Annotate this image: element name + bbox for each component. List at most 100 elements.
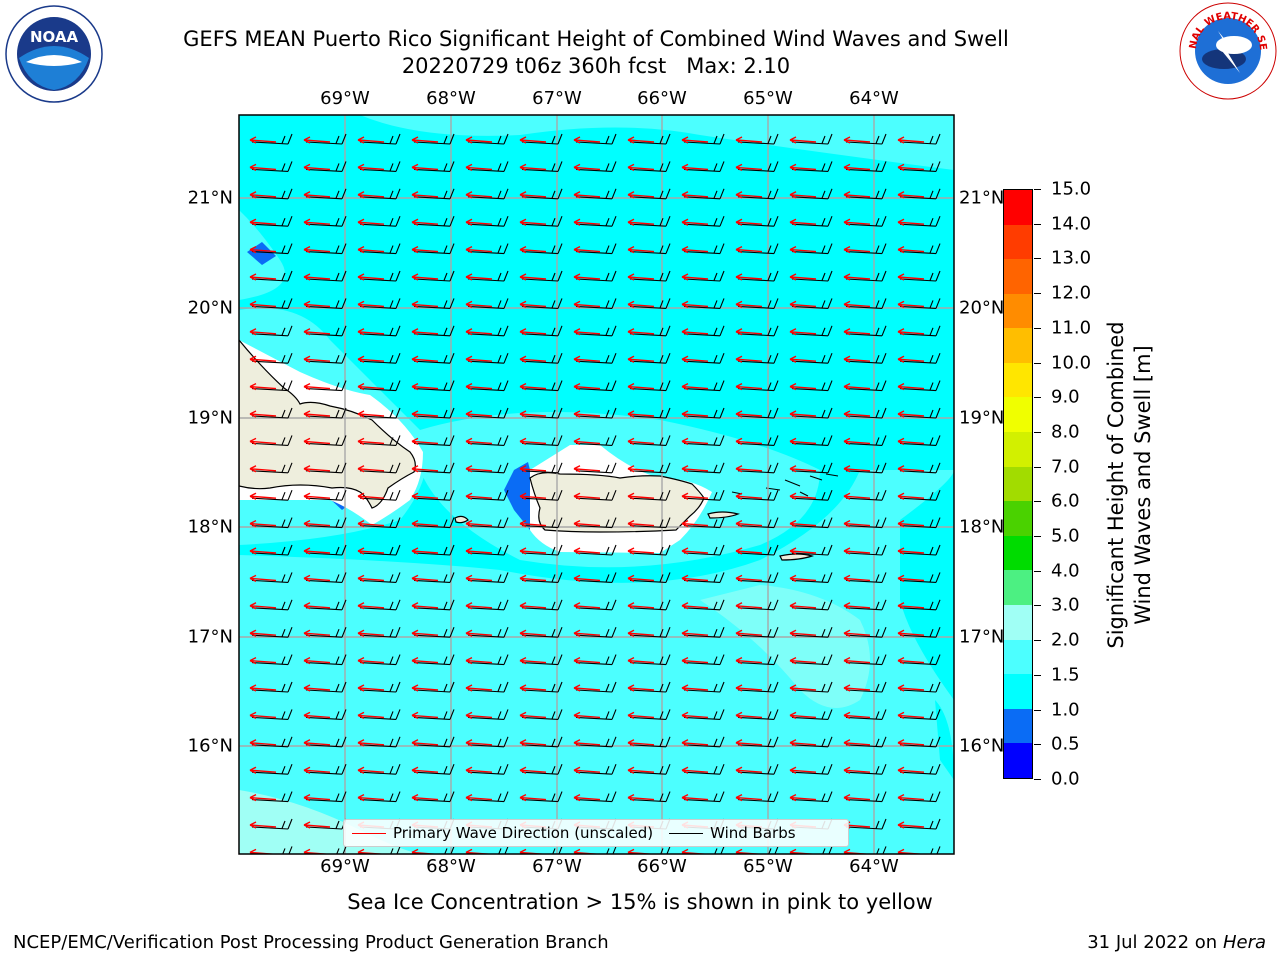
- colorbar-tick: [1034, 570, 1041, 572]
- wind-barb: [573, 161, 617, 172]
- wind-barb: [357, 572, 401, 583]
- wind-barb: [357, 763, 401, 775]
- wind-barb: [627, 325, 671, 337]
- wind-barb: [735, 654, 779, 666]
- wind-barb: [897, 407, 941, 419]
- wind-barb: [519, 791, 563, 803]
- wind-barb: [789, 709, 833, 720]
- wind-barbs-layer: [249, 133, 941, 854]
- title-line-2: 20220729 t06z 360h fcst Max: 2.10: [401, 54, 791, 78]
- wind-barb: [411, 407, 455, 419]
- wind-barb: [681, 188, 725, 200]
- wind-barb: [681, 243, 725, 255]
- wind-barb: [843, 654, 887, 666]
- wind-barb: [681, 270, 725, 282]
- wind-barb: [465, 352, 509, 364]
- wind-barb: [573, 325, 617, 337]
- wind-barb: [789, 462, 833, 474]
- wind-barb: [573, 298, 617, 309]
- wind-barb: [573, 270, 617, 282]
- wind-barb: [735, 133, 779, 145]
- wind-barb: [411, 352, 455, 364]
- colorbar-tick-label: 2.0: [1051, 629, 1080, 651]
- colorbar-tick: [1034, 431, 1041, 433]
- wind-barb: [465, 791, 509, 803]
- wind-barb: [573, 763, 617, 775]
- wind-barb: [303, 572, 347, 583]
- wind-barb: [519, 215, 563, 227]
- wind-barb: [519, 544, 563, 556]
- wind-barb: [735, 298, 779, 309]
- wind-barb: [897, 325, 941, 337]
- lon-label-bottom: 65°W: [743, 856, 793, 877]
- wind-barb: [411, 462, 455, 474]
- wind-barb: [303, 133, 347, 145]
- colorbar-tick-label: 0.5: [1051, 733, 1080, 755]
- wind-barb: [843, 407, 887, 419]
- wind-barb: [411, 270, 455, 282]
- wind-barb: [681, 599, 725, 611]
- wind-barb: [249, 626, 293, 638]
- wind-barb: [519, 407, 563, 419]
- wind-barb: [249, 681, 293, 693]
- wind-barb: [411, 243, 455, 255]
- wind-barb: [465, 599, 509, 611]
- wind-barb: [357, 517, 401, 529]
- wind-barb: [465, 736, 509, 748]
- wind-barb: [735, 161, 779, 172]
- wind-barb: [897, 599, 941, 611]
- wind-barb: [411, 572, 455, 583]
- wind-barb: [897, 215, 941, 227]
- legend-wind-barbs: Wind Barbs: [661, 824, 796, 842]
- wind-barb: [411, 763, 455, 775]
- wind-barb: [627, 709, 671, 720]
- lat-label-right: 16°N: [959, 735, 1005, 757]
- wind-barb: [249, 380, 293, 392]
- wind-barb: [465, 325, 509, 337]
- colorbar-tick: [1034, 397, 1041, 399]
- wind-barb: [519, 188, 563, 200]
- wind-barb: [897, 681, 941, 693]
- colorbar: [1003, 189, 1033, 779]
- wind-barb: [681, 489, 725, 501]
- wind-barb: [465, 380, 509, 392]
- wind-barb: [357, 133, 401, 145]
- wind-barb: [681, 517, 725, 529]
- wind-barb: [735, 681, 779, 693]
- wind-barb: [357, 599, 401, 611]
- wind-barb: [627, 489, 671, 501]
- colorbar-title-line-2: Wind Waves and Swell [m]: [1131, 345, 1155, 625]
- wind-barb: [735, 736, 779, 748]
- wind-barb: [789, 133, 833, 145]
- colorbar-segment: [1004, 293, 1032, 329]
- wind-barb: [303, 791, 347, 803]
- wind-barb: [357, 215, 401, 227]
- colorbar-segment: [1004, 224, 1032, 260]
- wind-barb: [249, 325, 293, 337]
- wind-barb: [897, 133, 941, 145]
- wind-barb: [411, 709, 455, 720]
- wind-barb: [303, 544, 347, 556]
- wind-barb: [627, 188, 671, 200]
- wind-barb: [303, 763, 347, 775]
- wind-barb: [411, 298, 455, 309]
- wind-barb: [411, 791, 455, 803]
- lon-label-top: 67°W: [532, 88, 582, 109]
- colorbar-title-line-1: Significant Height of Combined: [1104, 321, 1128, 649]
- wind-barb: [627, 462, 671, 474]
- wind-barb: [897, 626, 941, 638]
- wind-barb: [789, 380, 833, 392]
- wind-barb: [465, 188, 509, 200]
- wind-barb: [735, 709, 779, 720]
- wind-barb: [465, 298, 509, 309]
- wind-barb: [735, 791, 779, 803]
- colorbar-segment: [1004, 466, 1032, 502]
- wind-barb: [735, 572, 779, 583]
- wind-barb: [357, 325, 401, 337]
- colorbar-tick-label: 5.0: [1051, 525, 1080, 547]
- wind-barb: [519, 435, 563, 446]
- wind-barb: [735, 215, 779, 227]
- colorbar-tick-label: 14.0: [1051, 213, 1092, 235]
- wind-barb: [843, 380, 887, 392]
